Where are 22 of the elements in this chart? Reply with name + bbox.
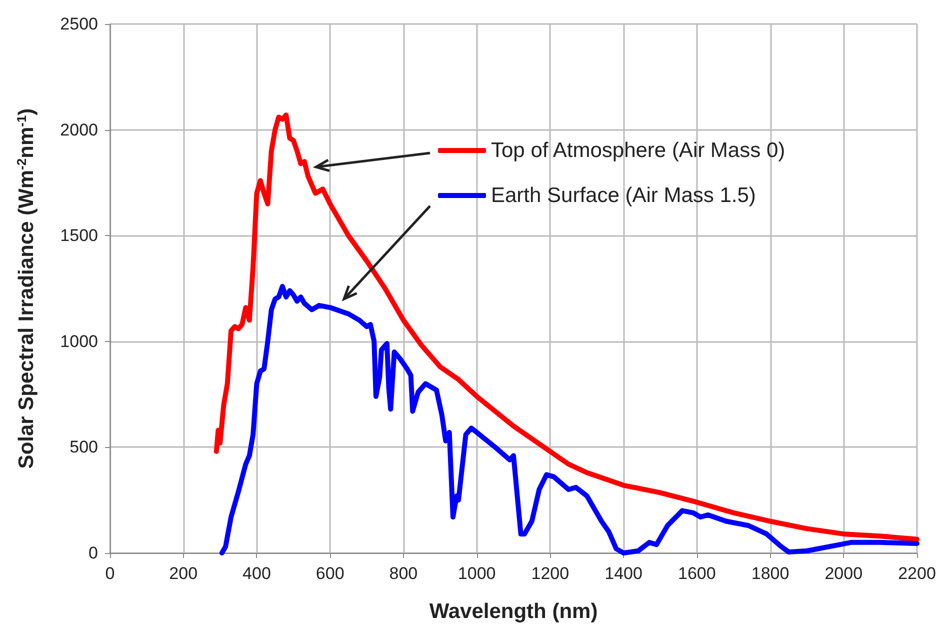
y-tick-label: 1000 [60, 332, 98, 351]
x-tick-label: 600 [316, 564, 344, 583]
x-axis-title: Wavelength (nm) [429, 600, 598, 623]
x-tick-label: 400 [242, 564, 271, 583]
y-axis-title: Solar Spectral Irradiance (Wm-2nm-1) [14, 108, 38, 469]
y-tick-label: 2500 [60, 14, 98, 34]
y-tick-label: 1500 [60, 226, 98, 246]
x-tick-label: 2000 [824, 564, 863, 583]
x-tick-label: 1800 [751, 564, 790, 583]
y-tick-label: 2000 [60, 120, 98, 140]
x-tick-label: 800 [389, 564, 418, 583]
x-tick-label: 1400 [604, 564, 642, 583]
legend-label: Top of Atmosphere (Air Mass 0) [491, 139, 786, 162]
x-tick-label: 1600 [678, 564, 716, 583]
x-tick-label: 1000 [458, 564, 496, 583]
legend-label: Earth Surface (Air Mass 1.5) [491, 184, 756, 207]
x-tick-label: 2200 [898, 564, 936, 583]
x-tick-label: 0 [105, 564, 115, 583]
x-tick-label: 1200 [531, 564, 570, 583]
y-tick-label: 500 [70, 438, 98, 457]
x-tick-label: 200 [169, 564, 198, 583]
y-tick-label: 0 [88, 544, 98, 562]
